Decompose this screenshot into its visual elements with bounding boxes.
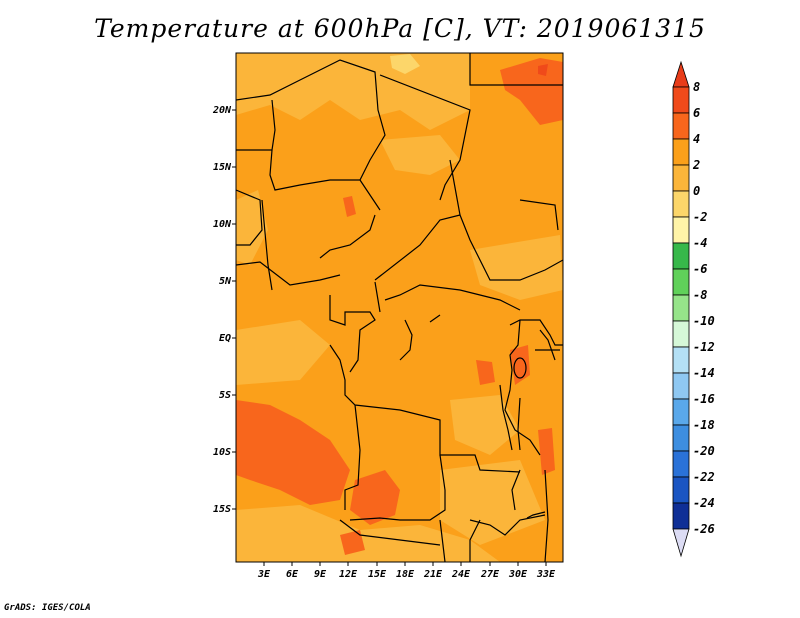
lon-label-12e: 12E (339, 569, 358, 580)
lon-label-33e: 33E (536, 569, 556, 580)
grads-credit: GrADS: IGES/COLA (4, 603, 91, 613)
colorbar-label-m10: -10 (693, 314, 715, 328)
colorbar-label-m22: -22 (693, 470, 715, 484)
latitude-ticks (232, 109, 236, 510)
colorbar-bin-m10-m8 (672, 294, 690, 322)
colorbar-label-m2: -2 (693, 210, 707, 224)
light-patch-bottom (236, 505, 500, 562)
colorbar-label-m8: -8 (693, 288, 707, 302)
colorbar-bin-m16-m14 (672, 372, 690, 400)
colorbar-label-2: 2 (692, 158, 700, 172)
colorbar-bottom-triangle (672, 528, 690, 558)
colorbar-bin-m14-m12 (672, 346, 690, 374)
map-frame (235, 52, 564, 563)
colorbar-bin-6-8 (672, 86, 690, 114)
lat-label-5s: 5S (219, 390, 231, 401)
hot-spot-northeast (538, 64, 548, 76)
lat-label-20n: 20N (212, 105, 232, 116)
lon-label-15e: 15E (368, 569, 387, 580)
colorbar-label-6: 6 (693, 106, 700, 120)
lon-label-24e: 24E (451, 569, 471, 580)
warm-area-northeast (500, 58, 563, 125)
colorbar-label-m24: -24 (693, 496, 715, 510)
lon-label-18e: 18E (396, 569, 415, 580)
light-patch-sw (236, 320, 330, 385)
warm-area-east (538, 428, 555, 475)
lat-label-15s: 15S (213, 504, 231, 515)
colorbar-label-m26: -26 (693, 522, 715, 536)
colorbar-bin-4-6 (672, 112, 690, 140)
colorbar-bin-m2-0 (672, 190, 690, 218)
colorbar-bin-2-4 (672, 138, 690, 166)
warm-spot-bottom (340, 530, 365, 555)
colorbar-label-m14: -14 (693, 366, 715, 380)
colorbar-label-8: 8 (693, 80, 700, 94)
lat-label-5n: 5N (219, 276, 232, 287)
temperature-shading (236, 53, 563, 562)
chart-title: Temperature at 600hPa [C], VT: 201906131… (94, 14, 706, 43)
light-patch-south (440, 460, 545, 545)
country-borders (236, 53, 563, 562)
longitude-axis: 3E 6E 9E 12E 15E 18E 21E 24E 27E 30E 33E (257, 569, 556, 580)
lon-label-27e: 27E (480, 569, 500, 580)
lon-label-21e: 21E (423, 569, 443, 580)
light-patch-se (470, 235, 563, 300)
warm-spot-center (476, 360, 495, 385)
light-patch-sahel (380, 135, 460, 175)
lon-label-6e: 6E (286, 569, 299, 580)
colorbar (672, 60, 690, 558)
lat-label-eq: EQ (219, 333, 231, 344)
colorbar-bin-m20-m18 (672, 424, 690, 452)
colorbar-label-m6: -6 (693, 262, 707, 276)
colorbar-label-m4: -4 (693, 236, 707, 250)
colorbar-bin-m12-m10 (672, 320, 690, 348)
colorbar-label-0: 0 (693, 184, 700, 198)
warm-area-southwest (236, 400, 350, 505)
longitude-ticks (263, 562, 547, 566)
lakes (499, 357, 546, 519)
colorbar-bin-0-2 (672, 164, 690, 192)
warm-area-angola (350, 470, 400, 525)
lat-label-10s: 10S (213, 447, 231, 458)
colorbar-bin-m18-m16 (672, 398, 690, 426)
lon-label-30e: 30E (508, 569, 528, 580)
pale-spot-north (390, 54, 420, 74)
warm-area-lakes (510, 345, 530, 385)
colorbar-label-m12: -12 (693, 340, 715, 354)
warm-spot-nigeria (343, 196, 356, 217)
colorbar-label-4: 4 (693, 132, 700, 146)
map-panel: 20N 15N 10N 5N EQ 5S 10S 15S 3E 6E 9E 12… (212, 52, 564, 580)
lon-label-3e: 3E (257, 569, 271, 580)
colorbar-labels: 8 6 4 2 0 -2 -4 -6 -8 -10 -12 -14 -16 -1… (692, 80, 715, 536)
colorbar-top-triangle (672, 60, 690, 88)
colorbar-bin-m22-m20 (672, 450, 690, 478)
colorbar-label-m18: -18 (693, 418, 715, 432)
latitude-axis: 20N 15N 10N 5N EQ 5S 10S 15S (212, 105, 232, 515)
colorbar-bin-m26-m24 (672, 502, 690, 530)
colorbar-label-m20: -20 (693, 444, 715, 458)
light-band-north (236, 53, 470, 130)
lat-label-15n: 15N (213, 162, 232, 173)
lon-label-9e: 9E (314, 569, 327, 580)
colorbar-bin-m4-m2 (672, 216, 690, 244)
colorbar-label-m16: -16 (693, 392, 715, 406)
colorbar-bin-m24-m22 (672, 476, 690, 504)
colorbar-bin-m6-m4 (672, 242, 690, 270)
colorbar-bin-m8-m6 (672, 268, 690, 296)
lat-label-10n: 10N (213, 219, 232, 230)
